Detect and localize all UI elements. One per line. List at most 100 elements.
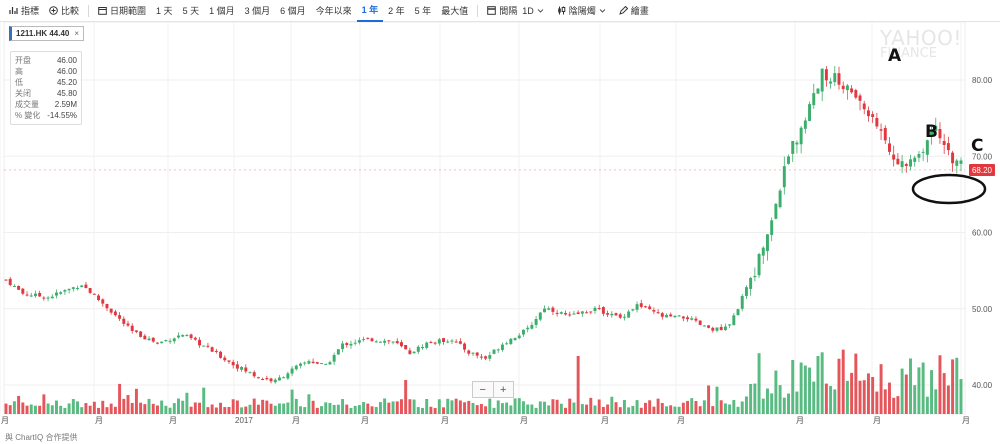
volume-bar <box>202 387 206 414</box>
volume-bar <box>101 400 105 414</box>
y-tick-label: 70.00 <box>972 152 993 161</box>
candle-body <box>686 317 690 320</box>
volume-bar <box>324 402 328 414</box>
range-5d[interactable]: 5 天 <box>178 0 205 22</box>
volume-bar <box>585 404 589 414</box>
range-1d[interactable]: 1 天 <box>151 0 178 22</box>
symbol-chip[interactable]: 1211.HK 44.40 × <box>9 26 85 41</box>
volume-bar <box>711 406 715 414</box>
candle-body <box>707 325 711 328</box>
volume-bar <box>391 401 395 414</box>
candle-body <box>736 309 740 316</box>
volume-bar <box>622 399 626 414</box>
indicators-button[interactable]: 指標 <box>4 0 44 22</box>
volume-bar <box>564 407 568 414</box>
candle-body <box>648 306 652 310</box>
candle-body <box>837 73 841 85</box>
candle-body <box>749 277 753 289</box>
close-icon[interactable]: × <box>74 29 80 38</box>
volume-bar <box>67 403 71 414</box>
range-1m[interactable]: 1 個月 <box>204 0 240 22</box>
range-5y[interactable]: 5 年 <box>410 0 437 22</box>
volume-bar <box>25 405 29 414</box>
volume-bar <box>866 373 870 414</box>
candle-body <box>479 356 483 358</box>
annotation-a: A <box>888 46 902 66</box>
volume-bar <box>938 355 942 414</box>
candle-body <box>97 295 101 301</box>
range-ytd[interactable]: 今年以來 <box>311 0 357 22</box>
date-range-button[interactable]: 日期範圍 <box>93 0 151 22</box>
volume-bar <box>551 399 555 414</box>
candle-body <box>227 360 231 362</box>
volume-bar <box>559 403 563 414</box>
candle-body <box>652 310 656 312</box>
volume-bar <box>408 399 412 414</box>
volume-bar <box>12 401 16 414</box>
draw-button[interactable]: 繪畫 <box>614 0 654 22</box>
candle-body <box>252 372 256 377</box>
interval-dropdown[interactable]: 間隔 1D <box>482 0 552 22</box>
volume-bar <box>269 403 273 414</box>
volume-bar <box>909 358 912 414</box>
plus-circle-icon <box>49 6 58 15</box>
range-2y-label: 2 年 <box>388 6 405 16</box>
range-2y[interactable]: 2 年 <box>383 0 410 22</box>
volume-bar <box>454 398 458 414</box>
volume-bar <box>252 398 256 414</box>
candle-body <box>395 341 399 344</box>
candle-body <box>942 141 946 145</box>
volume-bar <box>896 396 900 414</box>
candle-body <box>665 314 668 318</box>
ohlc-row-volume: 成交量 2.59M <box>15 99 77 110</box>
volume-bar <box>332 404 336 414</box>
volume-bar <box>505 402 509 414</box>
volume-bar <box>198 402 201 414</box>
ohlc-value: -14.55% <box>47 111 77 120</box>
volume-bar <box>223 407 227 414</box>
candle-body <box>391 341 395 343</box>
y-axis: 80.00 70.00 60.00 50.00 40.00 <box>972 76 993 390</box>
candle-body <box>538 312 542 320</box>
candle-body <box>513 338 517 341</box>
chart-type-dropdown[interactable]: 陰陽燭 <box>552 0 614 22</box>
range-max[interactable]: 最大值 <box>436 0 473 22</box>
zoom-in-button[interactable]: + <box>500 383 507 396</box>
range-6m[interactable]: 6 個月 <box>275 0 311 22</box>
volume-bar <box>580 404 584 414</box>
range-1y[interactable]: 1 年 <box>356 0 384 22</box>
candle-body <box>235 364 239 369</box>
x-tick-label: 月 <box>441 416 449 425</box>
candle-body <box>353 342 357 344</box>
volume-bar <box>639 407 643 414</box>
zoom-out-button[interactable]: − <box>473 382 494 397</box>
candle-body <box>370 338 374 342</box>
volume-bar <box>753 383 757 414</box>
price-chart[interactable]: 80.0070.0060.0050.0040.00 月月月 2017 月月月月月月月… <box>0 22 1000 436</box>
candle-body <box>824 69 828 81</box>
volume-bar <box>55 400 58 414</box>
volume-bar <box>816 356 820 414</box>
compare-button[interactable]: 比較 <box>44 0 84 22</box>
volume-bar <box>547 405 551 414</box>
range-ytd-label: 今年以來 <box>315 6 352 16</box>
volume-bar <box>235 400 239 414</box>
volume-bar <box>749 383 753 414</box>
candle-body <box>921 151 925 153</box>
candle-body <box>320 363 324 365</box>
candle-body <box>711 327 715 331</box>
range-3m[interactable]: 3 個月 <box>240 0 276 22</box>
volume-bar <box>728 404 732 414</box>
volume-bar <box>871 376 875 414</box>
volume-bar <box>808 367 812 414</box>
volume-bar <box>593 405 597 414</box>
volume-bar <box>921 362 925 414</box>
toolbar-divider <box>477 4 479 17</box>
candle-body <box>959 160 963 164</box>
candle-body <box>770 220 774 235</box>
volume-bar <box>833 389 837 414</box>
volume-bar <box>38 405 42 414</box>
candle-body <box>883 127 887 141</box>
volume-bar <box>181 400 185 414</box>
volume-bar <box>353 405 357 414</box>
